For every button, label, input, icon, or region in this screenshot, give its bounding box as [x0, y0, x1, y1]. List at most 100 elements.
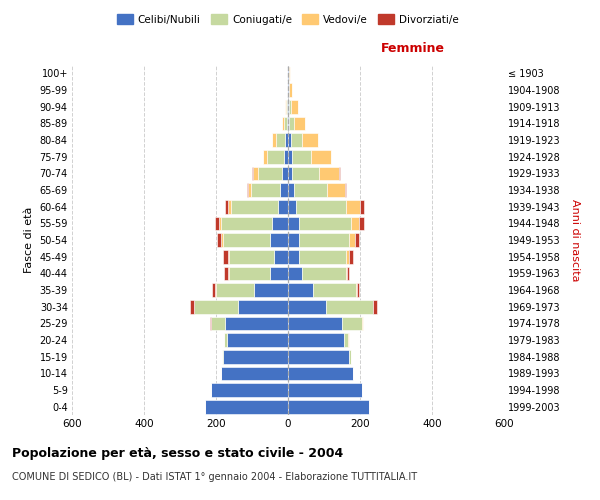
Bar: [229, 266, 270, 280]
Bar: [294, 116, 305, 130]
Text: COMUNE DI SEDICO (BL) - Dati ISTAT 1° gennaio 2004 - Elaborazione TUTTITALIA.IT: COMUNE DI SEDICO (BL) - Dati ISTAT 1° ge…: [12, 472, 417, 482]
Bar: [288, 100, 289, 114]
Bar: [263, 150, 268, 164]
Bar: [270, 266, 288, 280]
Bar: [373, 300, 377, 314]
Bar: [288, 400, 369, 413]
Bar: [289, 83, 292, 97]
Bar: [288, 216, 299, 230]
Bar: [319, 166, 339, 180]
Bar: [238, 300, 288, 314]
Bar: [288, 66, 289, 80]
Y-axis label: Fasce di età: Fasce di età: [24, 207, 34, 273]
Bar: [224, 266, 228, 280]
Legend: Celibi/Nubili, Coniugati/e, Vedovi/e, Divorziati/e: Celibi/Nubili, Coniugati/e, Vedovi/e, Di…: [113, 10, 463, 29]
Bar: [346, 200, 360, 213]
Bar: [284, 116, 287, 130]
Bar: [248, 183, 251, 197]
Bar: [360, 200, 364, 213]
Bar: [287, 100, 288, 114]
Bar: [362, 316, 363, 330]
Bar: [224, 333, 227, 347]
Bar: [228, 200, 231, 213]
Bar: [302, 266, 346, 280]
Bar: [272, 216, 288, 230]
Bar: [292, 166, 319, 180]
Y-axis label: Anni di nascita: Anni di nascita: [571, 198, 580, 281]
Bar: [219, 216, 221, 230]
Bar: [288, 266, 302, 280]
Bar: [288, 350, 349, 364]
Bar: [223, 350, 288, 364]
Bar: [292, 150, 311, 164]
Bar: [288, 316, 342, 330]
Bar: [291, 133, 302, 147]
Bar: [228, 266, 229, 280]
Bar: [351, 216, 359, 230]
Bar: [311, 150, 331, 164]
Bar: [299, 216, 351, 230]
Bar: [251, 183, 280, 197]
Bar: [349, 233, 355, 247]
Bar: [215, 283, 216, 297]
Bar: [227, 333, 288, 347]
Bar: [288, 83, 289, 97]
Bar: [286, 100, 287, 114]
Bar: [194, 300, 238, 314]
Bar: [212, 283, 215, 297]
Bar: [288, 283, 313, 297]
Bar: [278, 200, 288, 213]
Bar: [288, 233, 299, 247]
Bar: [231, 200, 278, 213]
Bar: [276, 133, 285, 147]
Bar: [288, 133, 291, 147]
Bar: [346, 250, 349, 264]
Bar: [289, 116, 294, 130]
Bar: [287, 83, 288, 97]
Bar: [326, 300, 373, 314]
Bar: [211, 316, 225, 330]
Bar: [302, 133, 318, 147]
Bar: [295, 183, 327, 197]
Bar: [288, 183, 295, 197]
Bar: [346, 266, 347, 280]
Bar: [349, 350, 350, 364]
Bar: [288, 366, 353, 380]
Bar: [225, 316, 288, 330]
Bar: [223, 250, 227, 264]
Bar: [359, 216, 364, 230]
Bar: [288, 383, 362, 397]
Bar: [285, 100, 286, 114]
Bar: [284, 150, 288, 164]
Bar: [287, 116, 288, 130]
Bar: [258, 166, 281, 180]
Bar: [288, 333, 344, 347]
Bar: [223, 233, 270, 247]
Bar: [217, 233, 221, 247]
Bar: [226, 200, 228, 213]
Bar: [287, 66, 288, 80]
Bar: [288, 250, 299, 264]
Bar: [288, 166, 292, 180]
Bar: [254, 283, 288, 297]
Bar: [221, 366, 288, 380]
Bar: [210, 316, 211, 330]
Bar: [342, 316, 362, 330]
Bar: [296, 200, 346, 213]
Bar: [221, 233, 223, 247]
Text: Femmine: Femmine: [381, 42, 445, 54]
Bar: [285, 133, 288, 147]
Bar: [289, 100, 290, 114]
Bar: [253, 166, 258, 180]
Bar: [272, 133, 276, 147]
Text: Popolazione per età, sesso e stato civile - 2004: Popolazione per età, sesso e stato civil…: [12, 448, 343, 460]
Bar: [274, 250, 288, 264]
Bar: [344, 333, 348, 347]
Bar: [190, 300, 194, 314]
Bar: [349, 250, 353, 264]
Bar: [247, 183, 248, 197]
Bar: [288, 150, 292, 164]
Bar: [211, 383, 288, 397]
Bar: [356, 283, 358, 297]
Bar: [252, 166, 253, 180]
